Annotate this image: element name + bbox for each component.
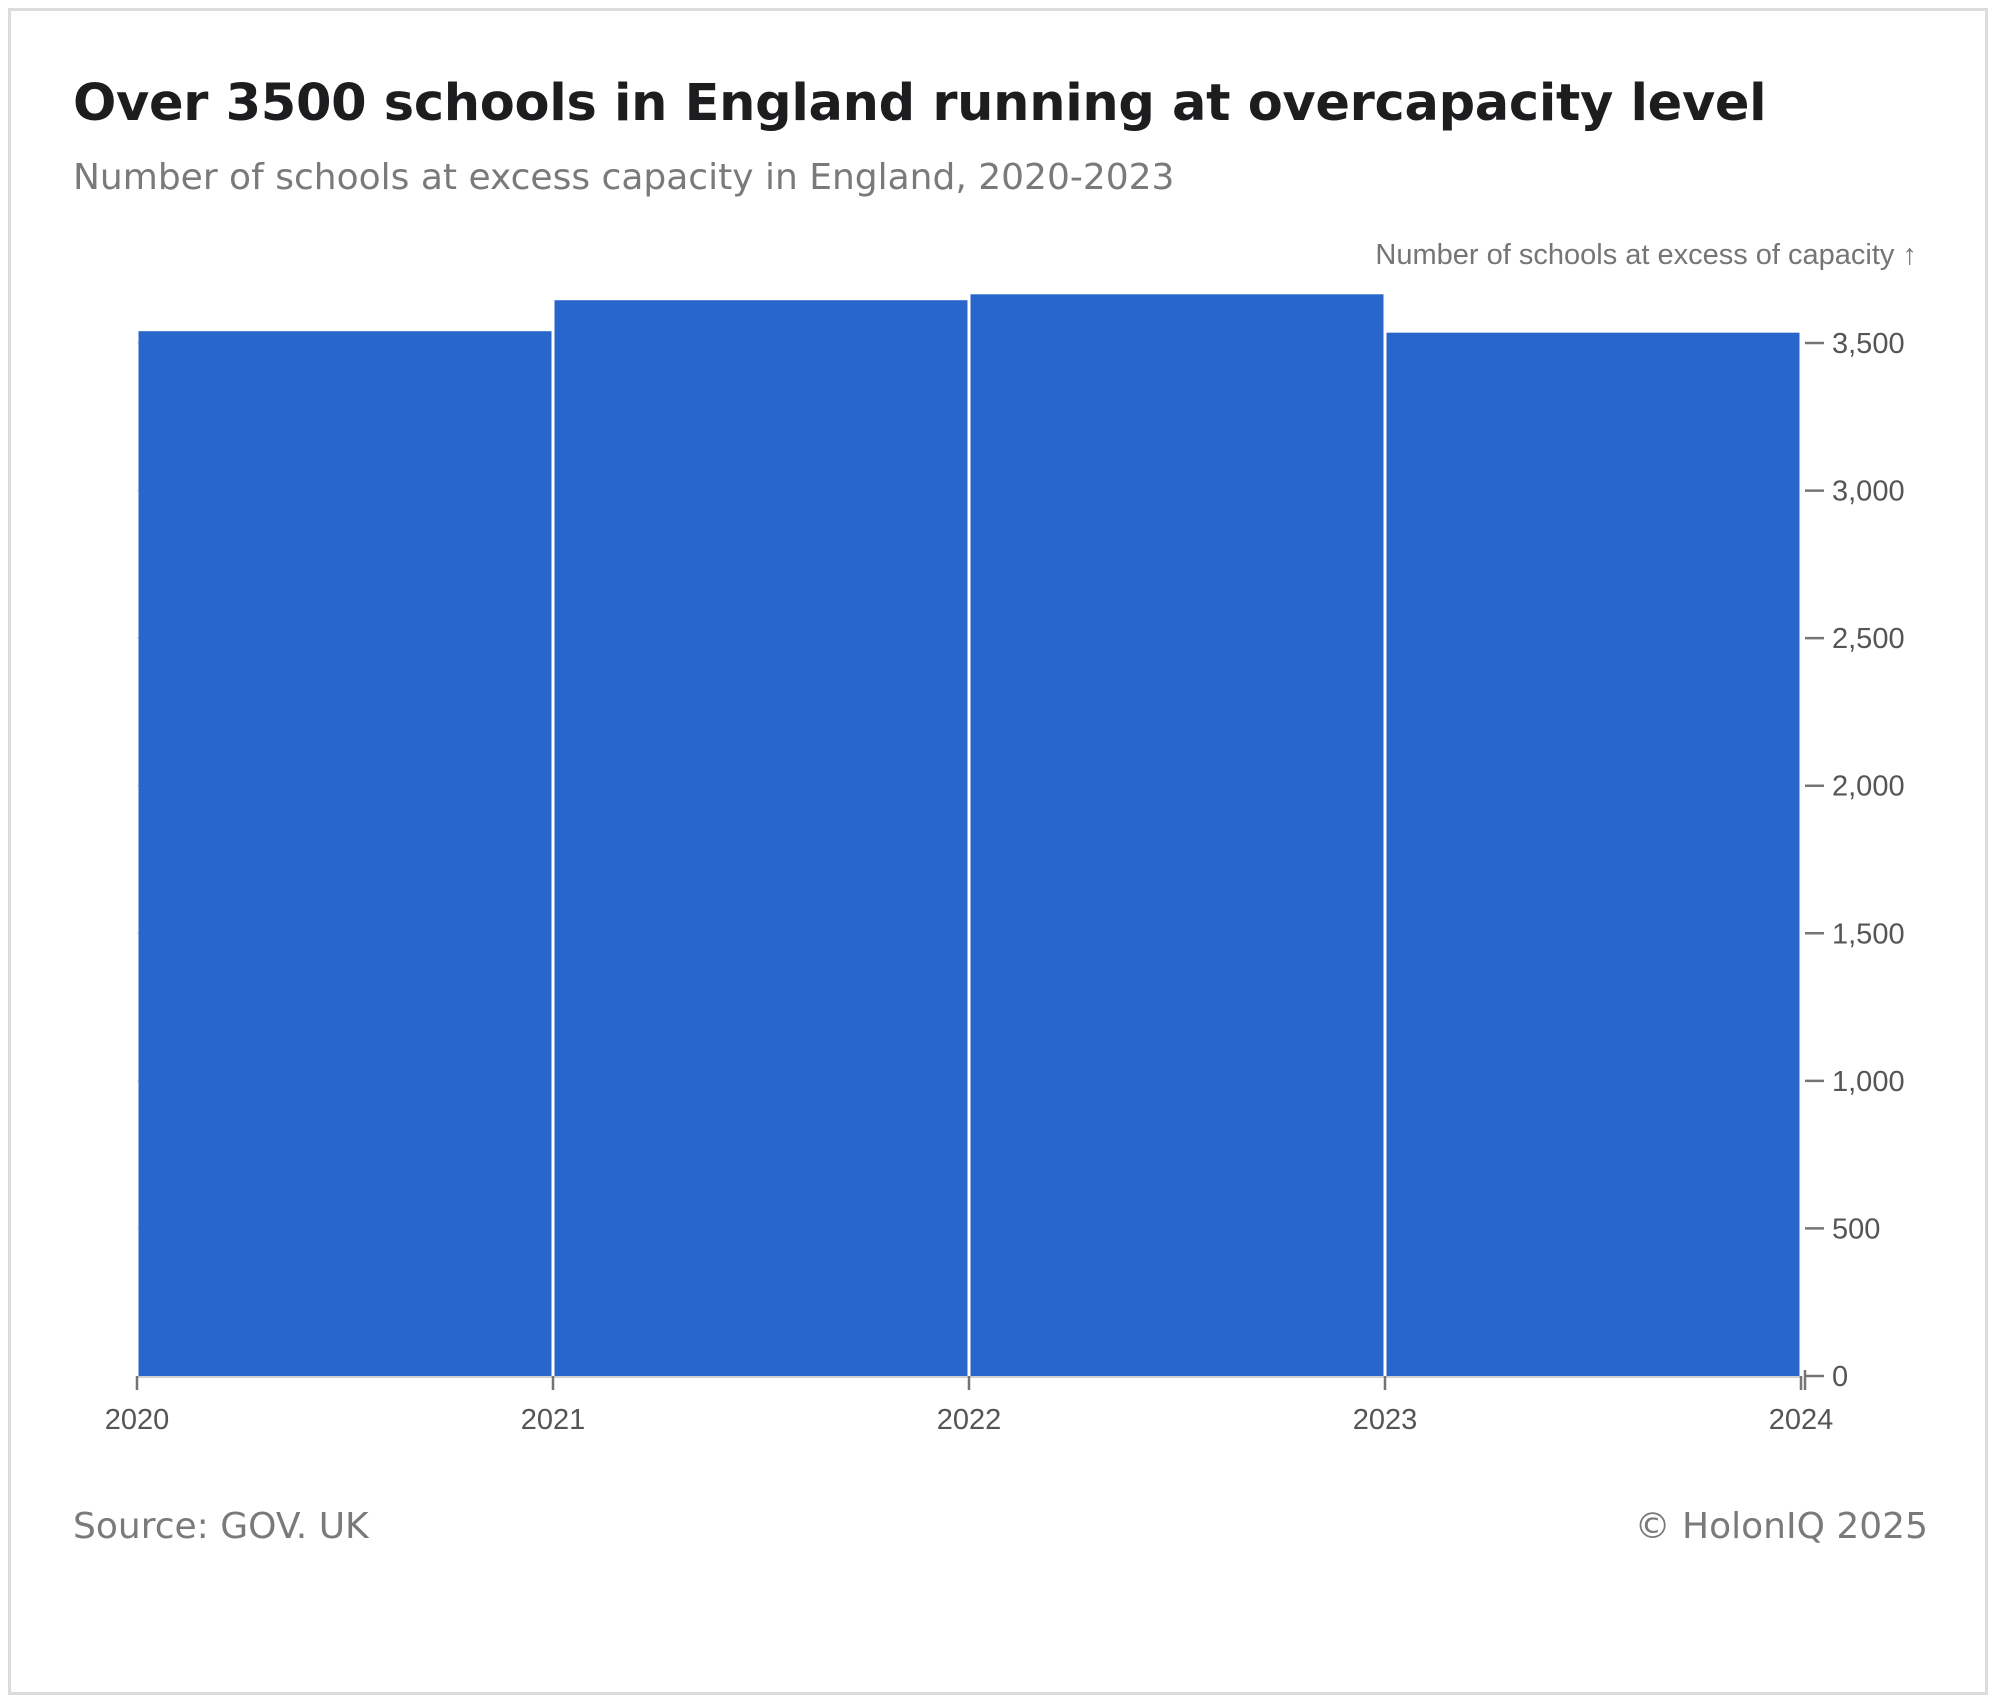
y-axis-title: Number of schools at excess of capacity … [1375,239,1917,271]
y-tick-label-2000: 2,000 [1832,771,1905,803]
bar-2021[interactable] [554,300,968,1376]
bars [138,294,1800,1377]
y-tick-label-3000: 3,000 [1832,476,1905,508]
chart-subtitle: Number of schools at excess capacity in … [73,157,1175,198]
x-tick-label-2021: 2021 [521,1404,586,1436]
x-tick-label-2020: 2020 [105,1404,170,1436]
bar-2020[interactable] [138,331,552,1376]
bar-2022[interactable] [970,294,1384,1377]
axes: 2020 2021 2022 2023 2024 0 500 1,000 1,500 2,000 2… [105,328,1905,1436]
source-note: Source: GOV. UK [73,1506,369,1547]
y-tick-label-0: 0 [1832,1361,1848,1393]
bar-2023[interactable] [1386,332,1800,1376]
chart-title: Over 3500 schools in England running at … [73,74,1767,133]
x-tick-label-2023: 2023 [1353,1404,1418,1436]
y-tick-label-500: 500 [1832,1213,1880,1245]
x-tick-label-2024: 2024 [1769,1404,1834,1436]
y-tick-label-1000: 1,000 [1832,1066,1905,1098]
y-tick-label-2500: 2,500 [1832,623,1905,655]
x-tick-label-2022: 2022 [937,1404,1002,1436]
y-tick-label-3500: 3,500 [1832,328,1905,360]
y-tick-label-1500: 1,500 [1832,918,1905,950]
copyright-note: © HolonIQ 2025 [1634,1506,1928,1547]
